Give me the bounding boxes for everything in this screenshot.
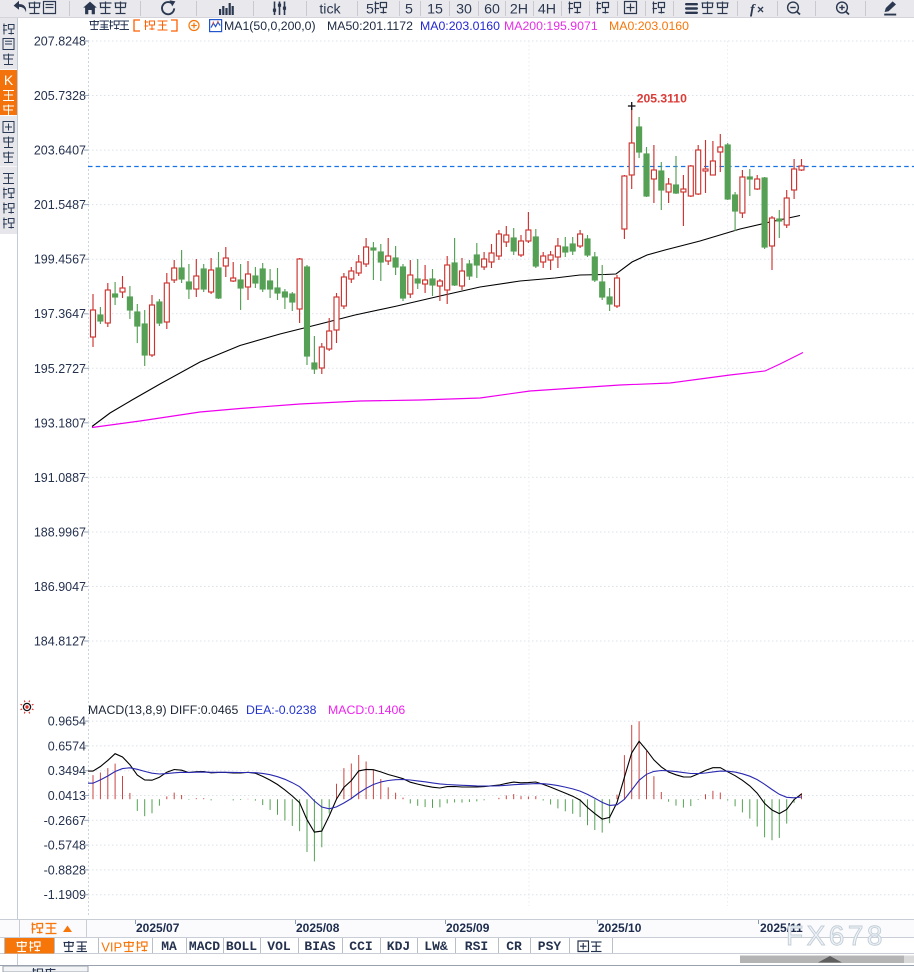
svg-text:KDJ: KDJ	[387, 939, 410, 954]
svg-text:CCI: CCI	[349, 939, 372, 954]
svg-text:195.2727: 195.2727	[34, 362, 86, 376]
svg-text:MA: MA	[161, 939, 177, 954]
svg-text:30: 30	[456, 2, 472, 18]
svg-text:2H: 2H	[510, 2, 528, 18]
svg-text:197.3647: 197.3647	[34, 307, 86, 321]
svg-text:201.5487: 201.5487	[34, 198, 86, 212]
svg-text:MA200:195.9071: MA200:195.9071	[504, 19, 598, 33]
svg-text:0.6574: 0.6574	[48, 739, 86, 753]
svg-text:15: 15	[427, 2, 443, 18]
svg-text:PSY: PSY	[538, 939, 562, 954]
svg-text:2025/11: 2025/11	[760, 921, 803, 935]
svg-text:60: 60	[484, 2, 500, 18]
svg-text:5: 5	[405, 2, 413, 18]
svg-text:tick: tick	[319, 2, 341, 18]
svg-text:CR: CR	[506, 939, 522, 954]
svg-text:188.9967: 188.9967	[34, 526, 86, 540]
svg-text:203.6407: 203.6407	[34, 144, 86, 158]
svg-text:DEA:-0.0238: DEA:-0.0238	[246, 703, 317, 717]
svg-text:5: 5	[366, 2, 374, 18]
svg-text:BOLL: BOLL	[226, 939, 257, 954]
svg-text:MA1(50,0,200,0): MA1(50,0,200,0)	[224, 19, 316, 33]
svg-text:VOL: VOL	[267, 939, 291, 954]
svg-text:VIP: VIP	[101, 940, 122, 955]
svg-text:-0.5748: -0.5748	[44, 839, 86, 853]
svg-text:2025/08: 2025/08	[296, 921, 340, 935]
svg-text:2025/07: 2025/07	[136, 921, 180, 935]
svg-text:LW&: LW&	[424, 939, 448, 954]
svg-text:193.1807: 193.1807	[34, 416, 86, 430]
svg-text:-0.2667: -0.2667	[44, 814, 86, 828]
svg-text:MA50:201.1172: MA50:201.1172	[327, 19, 413, 33]
svg-text:MACD:0.1406: MACD:0.1406	[328, 703, 405, 717]
svg-text:207.8248: 207.8248	[34, 35, 86, 49]
svg-text:199.4567: 199.4567	[34, 253, 86, 267]
svg-text:0.0413: 0.0413	[48, 789, 86, 803]
svg-text:FX678: FX678	[786, 920, 886, 951]
svg-text:-1.1909: -1.1909	[44, 888, 86, 902]
svg-text:MACD(13,8,9) DIFF:0.0465: MACD(13,8,9) DIFF:0.0465	[88, 703, 239, 717]
svg-text:f: f	[750, 3, 756, 18]
svg-text:205.7328: 205.7328	[34, 89, 86, 103]
svg-text:MA0:203.0160: MA0:203.0160	[420, 19, 500, 33]
svg-text:2025/09: 2025/09	[446, 921, 490, 935]
svg-text:2025/10: 2025/10	[598, 921, 642, 935]
svg-text:205.3110: 205.3110	[637, 92, 687, 106]
svg-text:K: K	[4, 72, 14, 88]
svg-text:BIAS: BIAS	[304, 939, 335, 954]
svg-text:0.9654: 0.9654	[48, 715, 86, 729]
svg-text:MA0:203.0160: MA0:203.0160	[609, 19, 689, 33]
svg-text:184.8127: 184.8127	[34, 635, 86, 649]
svg-text:4H: 4H	[538, 2, 556, 18]
svg-text:191.0887: 191.0887	[34, 471, 86, 485]
svg-text:MACD: MACD	[189, 939, 220, 954]
svg-text:×: ×	[757, 3, 764, 17]
svg-text:186.9047: 186.9047	[34, 580, 86, 594]
svg-text:0.3494: 0.3494	[48, 764, 86, 778]
svg-text:-0.8828: -0.8828	[44, 863, 86, 877]
svg-text:RSI: RSI	[465, 939, 488, 954]
